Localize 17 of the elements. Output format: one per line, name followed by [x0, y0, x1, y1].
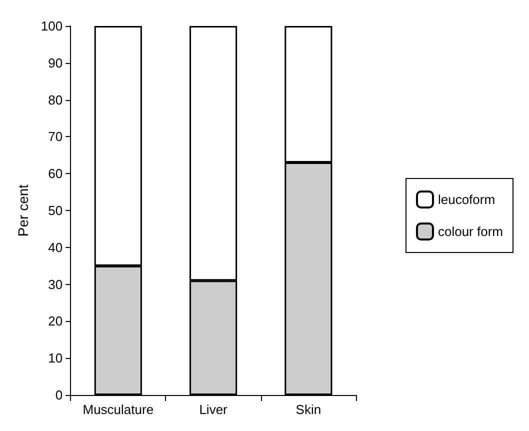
y-tick-label: 100: [40, 18, 63, 34]
y-tick-label: 60: [48, 166, 63, 182]
y-tick-label: 20: [48, 314, 63, 329]
y-tick-label: 10: [48, 350, 63, 366]
y-tick-label: 50: [48, 203, 63, 218]
x-tick-label: Liver: [199, 402, 228, 417]
x-tick-label: Musculature: [82, 402, 154, 417]
legend-label: colour form: [438, 224, 504, 239]
y-tick-label: 70: [48, 129, 63, 144]
y-tick-label: 80: [48, 92, 63, 108]
y-axis-title: Per cent: [15, 184, 31, 237]
y-tick-label: 40: [48, 240, 63, 255]
y-tick-label: 30: [48, 276, 63, 292]
x-tick-label: Skin: [296, 402, 322, 417]
y-tick-label: 90: [48, 55, 63, 70]
y-tick-label: 0: [55, 388, 63, 402]
legend-label: leucoform: [438, 192, 496, 207]
